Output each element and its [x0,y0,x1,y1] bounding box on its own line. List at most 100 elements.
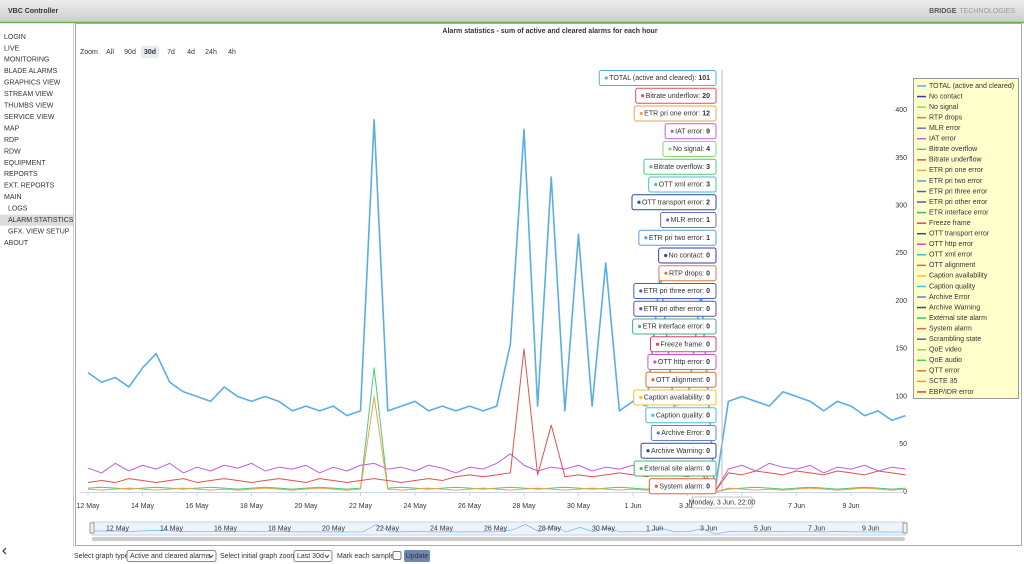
tooltip-text: TOTAL (active and cleared): 101 [609,75,710,82]
zoom-button[interactable]: 24h [205,49,217,56]
update-button[interactable] [404,550,430,562]
tooltip-text: RTP drops: 0 [669,270,710,277]
nav-item[interactable]: ABOUT [4,240,29,247]
zoom-select-value[interactable]: Last 30d [297,553,324,560]
update-button-label[interactable]: Update [406,553,429,560]
navigator-label: 1 Jun [646,525,663,532]
app-title: VBC Controller [8,8,58,15]
zoom-button[interactable]: All [106,49,114,56]
legend-item[interactable]: External site alarm [929,315,987,322]
nav-item[interactable]: GRAPHICS VIEW [4,80,61,87]
legend-item[interactable]: QTT error [929,368,960,375]
legend-item[interactable]: SCTE 35 [929,378,958,385]
tooltip-label: External site alarm: [644,465,704,472]
legend-item[interactable]: ETR pri one error [929,167,984,174]
tooltip-label: RTP drops: [669,270,704,277]
tooltip-header: Monday, 3 Jun, 22:00 [689,499,756,506]
legend-item[interactable]: Bitrate overflow [929,146,978,153]
legend-item[interactable]: IAT error [929,136,957,143]
tooltip-dot [604,76,608,80]
legend-item[interactable]: Bitrate underflow [929,157,982,164]
nav-item[interactable]: EXT. REPORTS [4,183,55,190]
x-tick-label: 12 May [77,503,100,510]
legend-item[interactable]: OTT xml error [929,252,973,259]
tooltip-dot [654,484,658,488]
legend-item[interactable]: No contact [929,93,963,100]
tooltip-label: Bitrate overflow: [654,164,704,171]
nav-item[interactable]: SERVICE VIEW [4,114,55,121]
legend-item[interactable]: Scrambling state [929,336,981,343]
nav-item[interactable]: LOGS [8,206,28,213]
tooltip-text: ETR pri three error: 0 [644,288,710,295]
nav-item[interactable]: THUMBS VIEW [4,103,54,110]
navigator-handle-right[interactable] [902,522,908,534]
tooltip-label: ETR interface error: [643,323,705,330]
y-tick-label: 300 [895,202,907,209]
navigator-label: 24 May [430,525,453,532]
x-tick-label: 28 May [513,503,536,510]
collapse-icon[interactable] [2,547,7,555]
navigator-label: 20 May [322,525,345,532]
legend-item[interactable]: ETR pri two error [929,178,983,185]
legend-item[interactable]: OTT transport error [929,231,990,238]
tooltip-label: OTT xml error: [659,181,704,188]
legend-item[interactable]: MLR error [929,125,961,132]
legend-item[interactable]: Freeze frame [929,220,971,227]
zoom-button[interactable]: 4d [187,49,195,56]
mark-sample-label: Mark each sample [337,553,394,560]
legend-item[interactable]: OTT http error [929,241,974,248]
tooltip-box [658,265,717,282]
tooltip-header-box [691,496,753,509]
series-line [87,453,906,493]
navigator-handle-left[interactable] [89,522,95,534]
nav-item[interactable]: RDP [4,137,19,144]
series-line [87,396,906,493]
x-tick-label: 22 May [349,503,372,510]
legend-item[interactable]: Archive Warning [929,304,980,311]
zoom-button[interactable]: 7d [167,49,175,56]
tooltip-dot [654,182,658,187]
legend-item[interactable]: RTP drops [929,114,963,121]
legend-item[interactable]: OTT alignment [929,262,975,269]
nav-item[interactable]: LOGIN [4,34,26,41]
legend-item[interactable]: No signal [929,104,959,111]
nav-item[interactable]: MAP [4,125,20,132]
tooltip-label: Archive Error: [661,430,704,437]
nav-item[interactable]: REPORTS [4,171,38,178]
nav-item[interactable]: RDW [4,148,21,155]
nav-item[interactable]: STREAM VIEW [4,91,53,98]
legend-item[interactable]: Caption quality [929,283,976,290]
nav-item[interactable]: BLADE ALARMS [4,68,58,75]
legend-item[interactable]: EBP/IDR error [929,389,974,396]
mark-sample-checkbox[interactable] [392,551,402,560]
nav-item[interactable]: ALARM STATISTICS [8,217,74,224]
tooltip-box [645,371,717,388]
navigator-label: 14 May [160,525,183,532]
navigator-label: 28 May [538,525,561,532]
nav-item[interactable]: LIVE [4,45,20,52]
legend-item[interactable]: ETR interface error [929,209,989,216]
navigator-scrollbar[interactable] [92,537,905,541]
tooltip-dot [637,200,641,204]
tooltip-text: No contact: 0 [669,252,710,259]
nav-item[interactable]: EQUIPMENT [4,160,46,167]
nav-item[interactable]: GFX. VIEW SETUP [8,228,70,235]
nav-item[interactable]: MAIN [4,194,22,201]
tooltip-box [643,158,717,175]
legend-item[interactable]: Archive Error [929,294,971,301]
graph-type-value[interactable]: Active and cleared alarms [130,553,211,560]
legend-item[interactable]: TOTAL (active and cleared) [929,83,1014,90]
nav-item[interactable]: MONITORING [4,57,49,64]
legend-item[interactable]: QoE video [929,347,962,354]
legend-item[interactable]: Caption availability [929,273,988,280]
legend-item[interactable]: System alarm [929,325,972,332]
legend-item[interactable]: ETR pri three error [929,188,988,195]
tooltip-dot [653,360,657,364]
legend-item[interactable]: ETR pri other error [929,199,988,206]
zoom-button[interactable]: 30d [144,49,156,56]
tooltip-box [660,212,717,228]
legend-item[interactable]: QoE audio [929,357,962,364]
graph-type-select[interactable] [126,550,217,562]
zoom-select[interactable] [293,550,333,562]
tooltip-value: 0 [706,359,710,366]
